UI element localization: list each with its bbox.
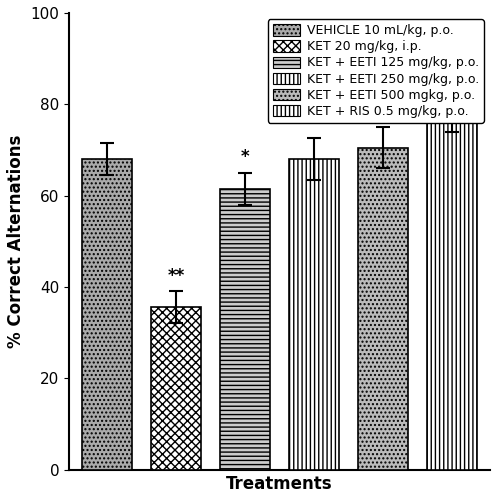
Bar: [151, 308, 201, 470]
X-axis label: Treatments: Treatments: [226, 475, 333, 493]
Bar: [358, 148, 408, 469]
Y-axis label: % Correct Alternations: % Correct Alternations: [7, 134, 25, 348]
Text: *: *: [310, 114, 319, 132]
Legend: VEHICLE 10 mL/kg, p.o., KET 20 mg/kg, i.p., KET + EETI 125 mg/kg, p.o., KET + EE: VEHICLE 10 mL/kg, p.o., KET 20 mg/kg, i.…: [268, 19, 484, 123]
Text: **: **: [167, 266, 185, 284]
Bar: [427, 109, 477, 470]
Bar: [289, 159, 339, 470]
Text: *: *: [241, 148, 249, 166]
Text: *: *: [448, 61, 456, 79]
Bar: [82, 159, 132, 470]
Bar: [220, 188, 270, 470]
Text: *: *: [379, 102, 387, 120]
